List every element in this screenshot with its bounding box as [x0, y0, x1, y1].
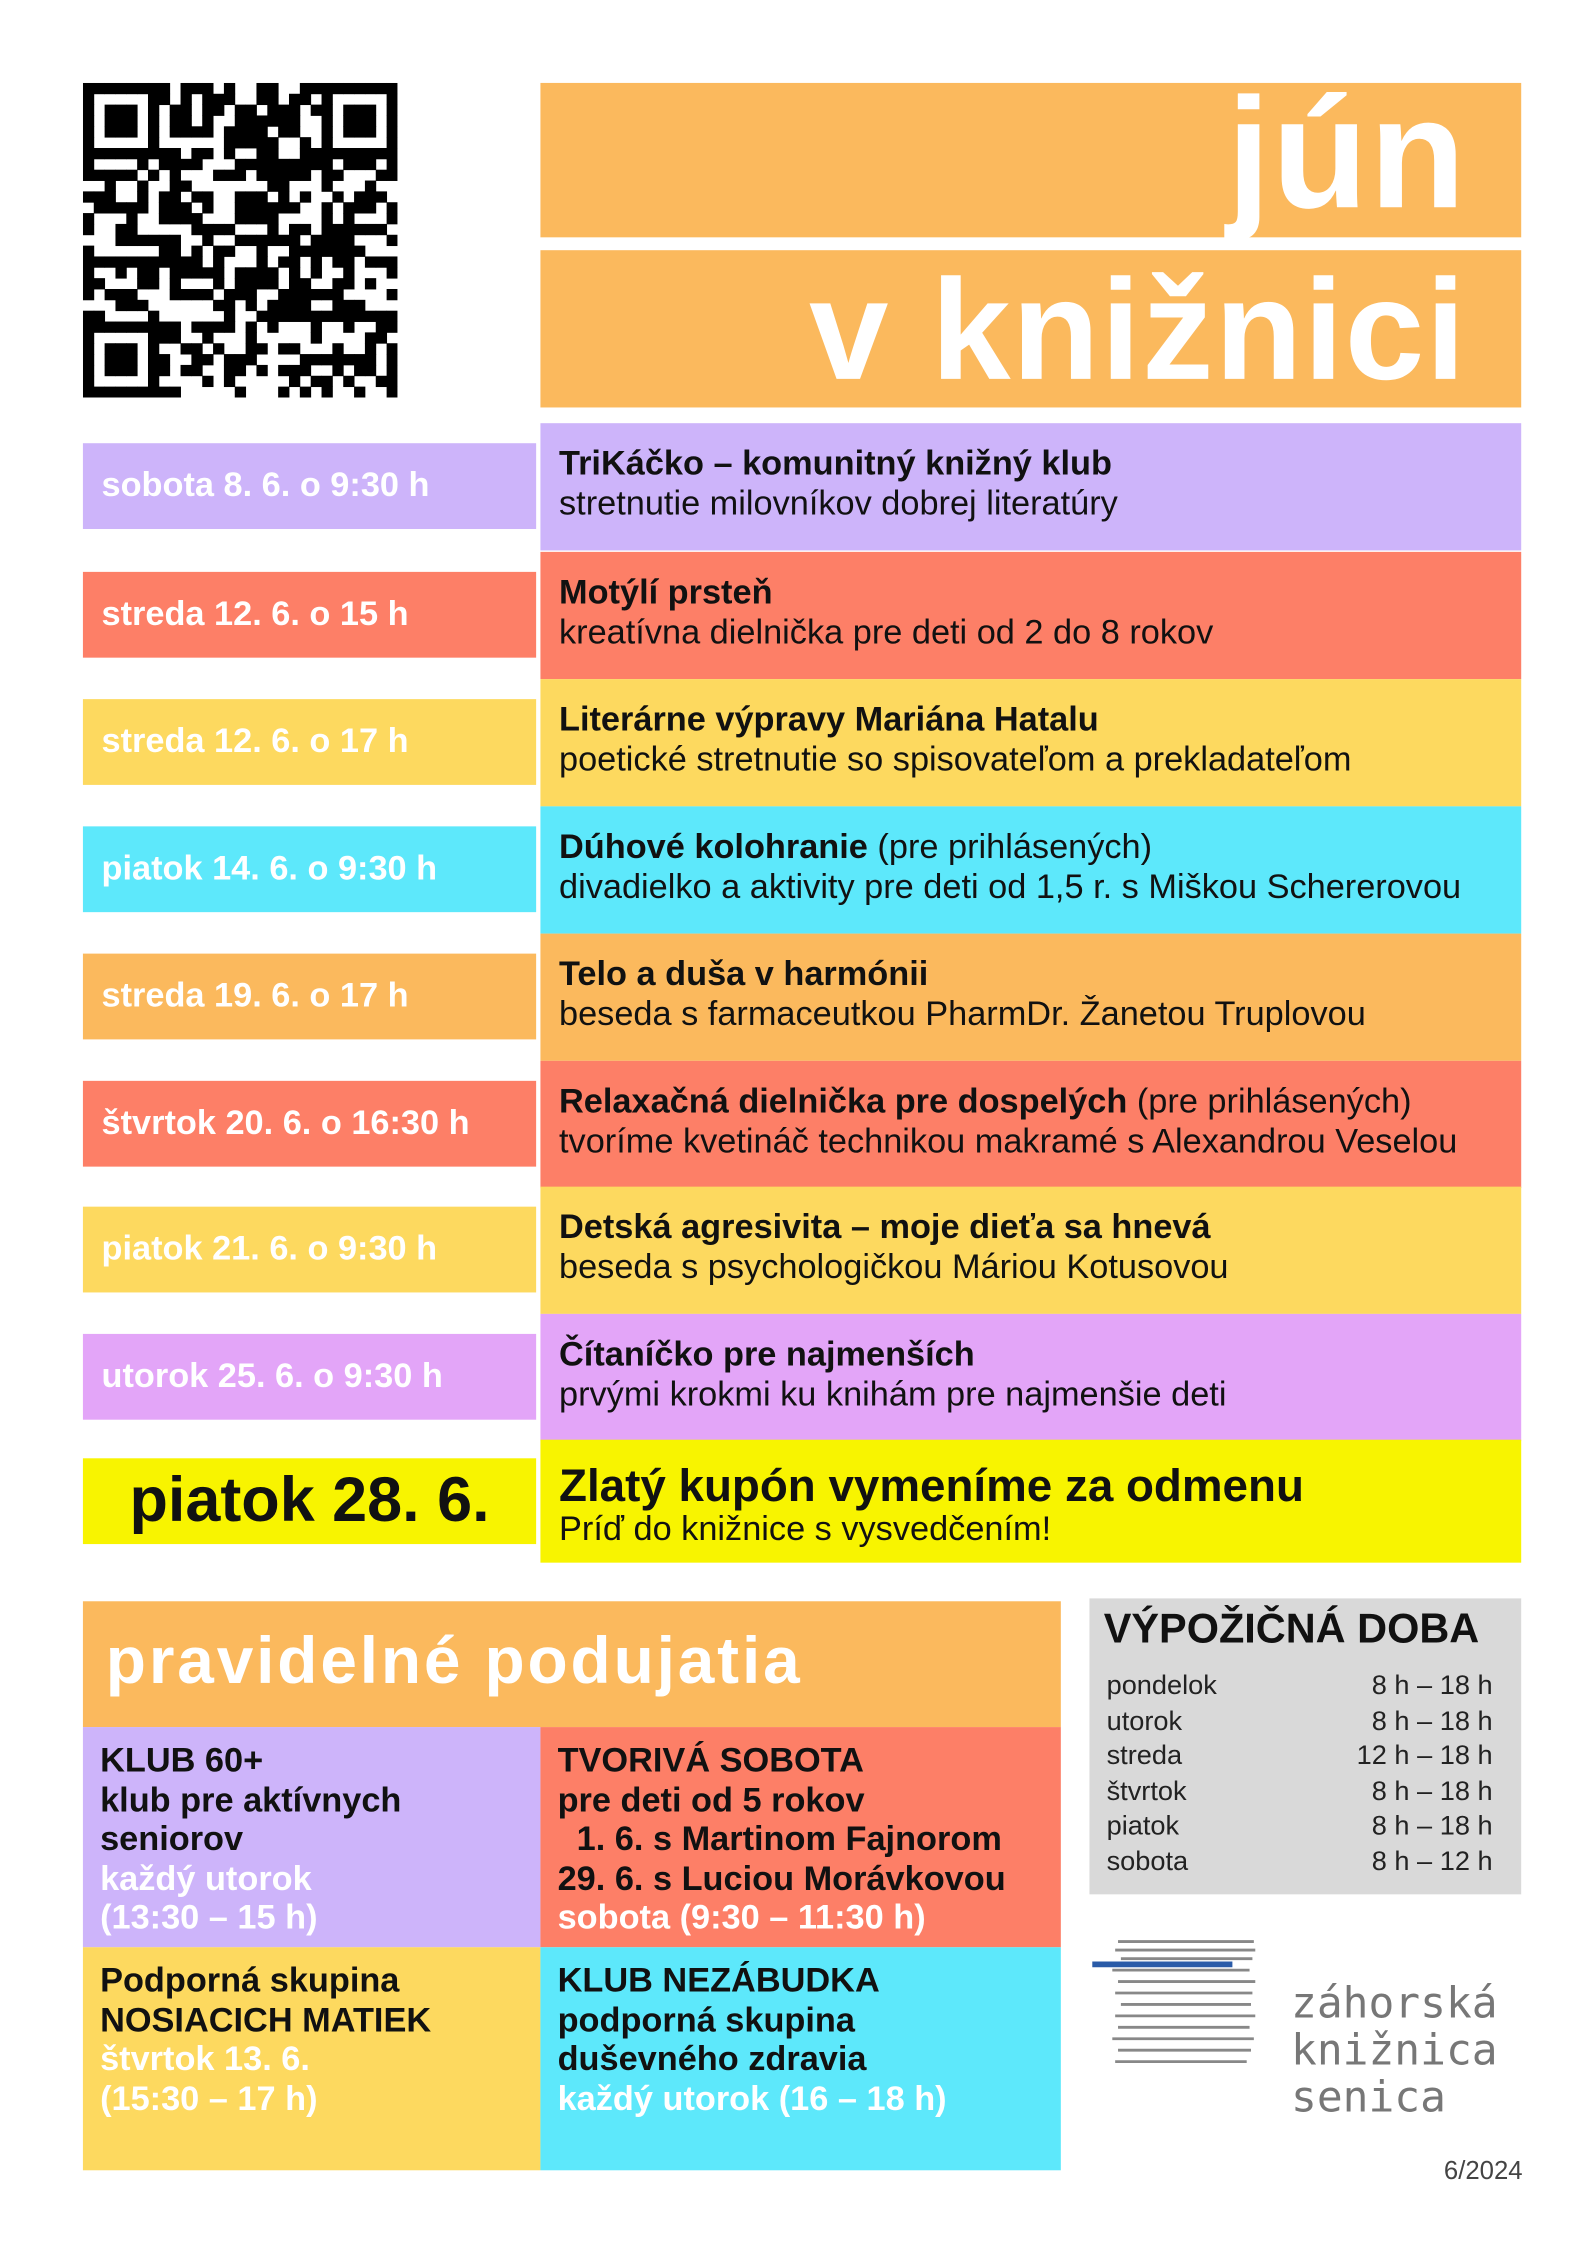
- event-date: streda 12. 6. o 17 h: [82, 699, 537, 785]
- event-title: Literárne výpravy Mariána Hatalu: [559, 700, 1099, 740]
- event-description: divadielko a aktivity pre deti od 1,5 r.…: [559, 867, 1462, 907]
- regular-line: NOSIACICH MATIEK: [100, 2000, 432, 2040]
- event-title-line: TriKáčko – komunitný knižný klub: [559, 445, 1521, 485]
- hours-time: 12 h – 18 h: [1356, 1741, 1493, 1772]
- event-description: poetické stretnutie so spisovateľom a pr…: [559, 740, 1352, 780]
- event-date: piatok 21. 6. o 9:30 h: [82, 1206, 537, 1293]
- event-title-line: Motýlí prsteň: [559, 573, 1521, 613]
- event-title: Telo a duša v harmónii: [559, 955, 929, 994]
- regular-when: štvrtok 13. 6.: [100, 2040, 310, 2079]
- event-title-line: Telo a duša v harmónii: [559, 955, 1521, 995]
- event-description: kreatívna dielnička pre deti od 2 do 8 r…: [559, 613, 1214, 652]
- regular-cell: Podporná skupina NOSIACICH MATIEK štvrtok …: [82, 1947, 541, 2171]
- hours-day: sobota: [1106, 1846, 1189, 1877]
- event-box: Relaxačná dielnička pre dospelých (pre p…: [540, 1060, 1522, 1189]
- event-box: Dúhové kolohranie (pre prihlásených) diva…: [540, 806, 1522, 934]
- regular-when: sobota (9:30 – 11:30 h): [557, 1898, 926, 1938]
- event-title: Čítaníčko pre najmenších: [559, 1335, 975, 1374]
- hours-day: streda: [1106, 1741, 1183, 1772]
- logo-line: knižnica: [1291, 2025, 1498, 2076]
- logo-line: záhorská: [1291, 1978, 1498, 2029]
- regular-when: každý utorok (16 – 18 h): [557, 2079, 947, 2119]
- regular-line: Podporná skupina: [100, 1961, 400, 2001]
- regular-line: klub pre aktívnych: [100, 1780, 402, 1820]
- logo-mark: [1092, 1940, 1256, 2064]
- regular-cell: KLUB NEZÁBUDKA podporná skupina duševného …: [540, 1947, 1061, 2171]
- regular-line: duševného zdravia: [557, 2040, 867, 2079]
- event-date: utorok 25. 6. o 9:30 h: [82, 1333, 537, 1420]
- event-box: Literárne výpravy Mariána Hatalu poetické…: [540, 679, 1522, 807]
- event-title-line: Zlatý kupón vymeníme za odmenu: [559, 1461, 1521, 1510]
- event-title: TriKáčko – komunitný knižný klub: [559, 444, 1112, 484]
- hours-day: pondelok: [1106, 1671, 1217, 1702]
- event-description: stretnutie milovníkov dobrej literatúry: [559, 484, 1118, 524]
- hours-title: VÝPOŽIČNÁ DOBA: [1103, 1606, 1480, 1653]
- hours-time: 8 h – 18 h: [1371, 1671, 1493, 1702]
- event-box: TriKáčko – komunitný knižný klub stretnut…: [540, 423, 1522, 551]
- event-date: streda 12. 6. o 15 h: [82, 571, 537, 658]
- regular-line: KLUB 60+: [100, 1741, 264, 1780]
- hours-time: 8 h – 18 h: [1371, 1706, 1493, 1737]
- event-date: sobota 8. 6. o 9:30 h: [82, 443, 537, 529]
- event-description: beseda s farmaceutkou PharmDr. Žanetou T…: [559, 995, 1366, 1034]
- event-title: Relaxačná dielnička pre dospelých: [559, 1082, 1128, 1121]
- event-title-line: Relaxačná dielnička pre dospelých (pre p…: [559, 1082, 1521, 1122]
- event-description: Príď do knižnice s vysvedčením!: [559, 1509, 1052, 1549]
- event-title: Zlatý kupón vymeníme za odmenu: [559, 1459, 1304, 1512]
- regular-header: pravidelné podujatia: [82, 1601, 1061, 1728]
- event-box: Zlatý kupón vymeníme za odmenu Príď do kn…: [540, 1439, 1522, 1563]
- regular-when: každý utorok: [100, 1859, 312, 1898]
- hours-time: 8 h – 18 h: [1371, 1776, 1493, 1807]
- regular-line: podporná skupina: [557, 2000, 855, 2040]
- hours-day: piatok: [1106, 1811, 1180, 1842]
- regular-line: pre deti od 5 rokov: [557, 1780, 865, 1820]
- event-title-line: Detská agresivita – moje dieťa sa hnevá: [559, 1208, 1521, 1248]
- title-line-2: v knižnici: [540, 250, 1522, 410]
- hours-day: štvrtok: [1106, 1776, 1187, 1807]
- event-title-line: Dúhové kolohranie (pre prihlásených): [559, 828, 1521, 868]
- event-description: beseda s psychologičkou Máriou Kotusovou: [559, 1248, 1229, 1287]
- event-title: Motýlí prsteň: [559, 573, 773, 612]
- event-date: piatok 28. 6.: [82, 1458, 537, 1545]
- regular-line: TVORIVÁ SOBOTA: [557, 1741, 864, 1780]
- event-box: Detská agresivita – moje dieťa sa hnevá b…: [540, 1186, 1522, 1314]
- hours-box: VÝPOŽIČNÁ DOBA pondelok 8 h – 18 h utorok 8…: [1089, 1598, 1522, 1895]
- event-box: Telo a duša v harmónii beseda s farmaceut…: [540, 933, 1522, 1061]
- hours-day: utorok: [1106, 1706, 1183, 1737]
- qr-code: [82, 82, 398, 398]
- event-box: Čítaníčko pre najmenších prvými krokmi ku…: [540, 1313, 1522, 1442]
- event-note: (pre prihlásených): [877, 827, 1153, 867]
- event-title-line: Literárne výpravy Mariána Hatalu: [559, 701, 1521, 741]
- title-line-1: jún: [540, 75, 1522, 238]
- event-box: Motýlí prsteň kreatívna dielnička pre det…: [540, 551, 1522, 680]
- event-description: tvoríme kvetináč technikou makramé s Ale…: [559, 1122, 1458, 1161]
- logo-line: senica: [1291, 2073, 1446, 2124]
- regular-line: seniorov: [100, 1820, 244, 1859]
- event-date: piatok 14. 6. o 9:30 h: [82, 826, 537, 913]
- event-description: prvými krokmi ku knihám pre najmenšie de…: [559, 1375, 1227, 1414]
- event-date: streda 19. 6. o 17 h: [82, 953, 537, 1040]
- regular-line: KLUB NEZÁBUDKA: [557, 1961, 880, 2001]
- regular-line: 29. 6. s Luciou Morávkovou: [557, 1859, 1006, 1898]
- hours-time: 8 h – 12 h: [1371, 1846, 1493, 1877]
- event-title: Detská agresivita – moje dieťa sa hnevá: [559, 1208, 1211, 1247]
- hours-time: 8 h – 18 h: [1371, 1811, 1493, 1842]
- regular-line: 1. 6. s Martinom Fajnorom: [557, 1820, 1002, 1859]
- regular-cell: TVORIVÁ SOBOTA pre deti od 5 rokov 1. 6. …: [540, 1727, 1061, 1948]
- regular-when: (15:30 – 17 h): [100, 2079, 318, 2119]
- regular-title: pravidelné podujatia: [105, 1622, 803, 1698]
- regular-when: (13:30 – 15 h): [100, 1898, 318, 1938]
- event-title: Dúhové kolohranie: [559, 827, 868, 867]
- event-note: (pre prihlásených): [1136, 1082, 1412, 1121]
- event-date: štvrtok 20. 6. o 16:30 h: [82, 1080, 537, 1167]
- logo-text: záhorská knižnica senica: [1291, 1980, 1498, 2122]
- regular-cell: KLUB 60+ klub pre aktívnych seniorov každý …: [82, 1727, 541, 1948]
- footer: 6/2024: [1443, 2155, 1523, 2185]
- event-title-line: Čítaníčko pre najmenších: [559, 1335, 1521, 1375]
